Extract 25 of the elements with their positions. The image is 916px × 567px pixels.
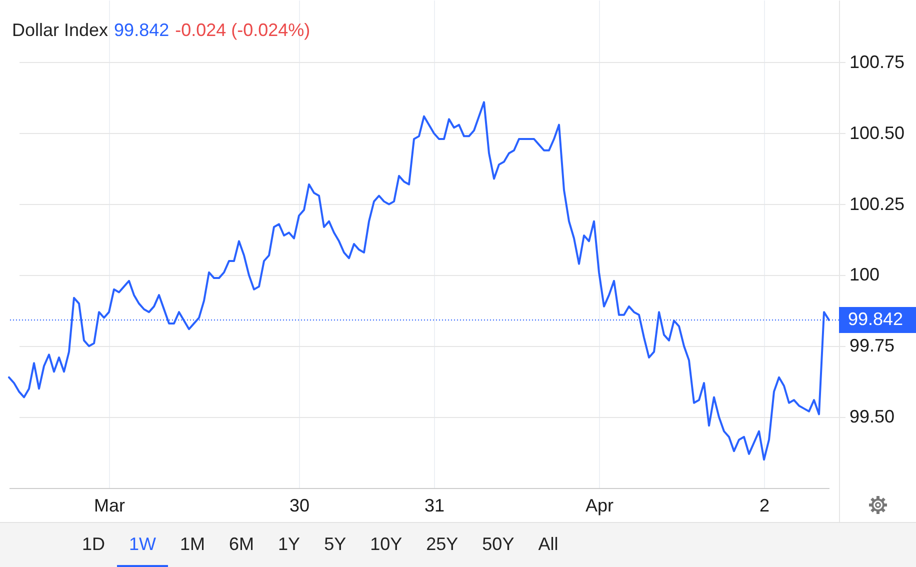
x-tick-label: 2 (759, 496, 770, 516)
y-tick-label: 100.50 (850, 122, 905, 143)
text: 25Y (426, 534, 458, 554)
text: Dollar Index (12, 20, 108, 40)
text: 1D (82, 534, 106, 554)
x-tick-label: 31 (424, 496, 445, 516)
x-tick-label: Apr (585, 496, 614, 516)
y-tick-label: 99.50 (850, 406, 895, 427)
ref-line-label: 99.842 (848, 309, 904, 330)
text: All (538, 534, 558, 554)
annotation: 99.842 (114, 20, 170, 40)
text: 1Y (278, 534, 300, 554)
text: 50Y (482, 534, 514, 554)
text: 10Y (370, 534, 402, 554)
x-tick-label: Mar (94, 496, 126, 516)
y-tick-label: 100 (850, 264, 880, 285)
y-tick-label: 100.75 (850, 52, 905, 72)
annotation: -0.024 (-0.024%) (175, 20, 310, 40)
text: 1M (180, 534, 206, 554)
x-tick-label: 30 (289, 496, 310, 516)
text: 1W (129, 534, 156, 554)
y-tick-label: 100.25 (850, 194, 905, 214)
text: 5Y (324, 534, 346, 554)
text: 6M (229, 534, 254, 554)
y-tick-label: 99.75 (850, 336, 895, 356)
